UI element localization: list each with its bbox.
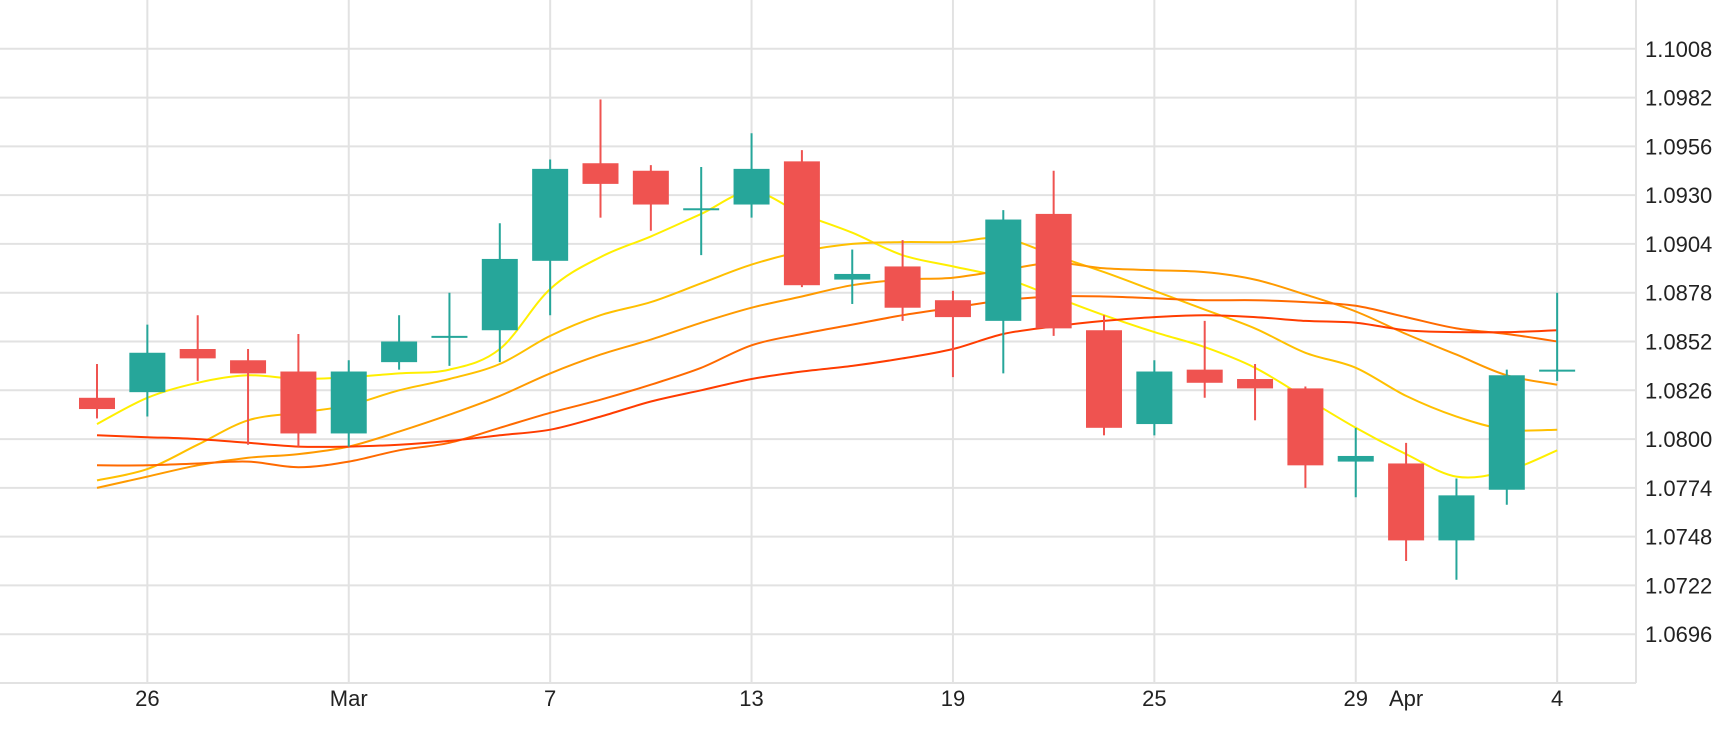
candle-up [733,168,770,205]
y-tick-label: 1.0696 [1645,622,1712,647]
candle-up [1136,371,1173,425]
y-tick-label: 1.0774 [1645,476,1712,501]
candle-up [532,168,569,261]
y-tick-label: 1.0852 [1645,330,1712,355]
candle-down [783,161,820,286]
candle-down [582,163,619,184]
ma-line-1 [96,190,1558,479]
candle-up [1488,375,1525,490]
candle-up [1438,495,1475,541]
y-tick-label: 1.0956 [1645,134,1712,159]
candle-down [1186,369,1223,383]
y-tick-label: 1.0878 [1645,281,1712,306]
y-tick-label: 1.0748 [1645,525,1712,550]
x-tick-label: 19 [941,686,965,711]
y-tick-label: 1.0800 [1645,427,1712,452]
candle-down [934,300,971,318]
candle-down [179,349,216,359]
moving-average-layer [96,190,1558,489]
candle-down [1237,379,1274,389]
y-tick-label: 1.1008 [1645,37,1712,62]
x-tick-label: 26 [135,686,159,711]
x-tick-label: Mar [330,686,368,711]
x-tick-label: Apr [1389,686,1423,711]
ma-line-2 [96,236,1558,482]
y-tick-label: 1.0826 [1645,378,1712,403]
x-tick-label: 29 [1344,686,1368,711]
grid-layer [0,0,1637,684]
y-tick-label: 1.0904 [1645,232,1712,257]
candle-layer [79,99,1576,580]
candle-up [683,208,720,211]
candle-up [481,258,518,331]
candle-up [1337,455,1374,462]
candle-up [985,219,1022,321]
candle-down [632,170,669,205]
candle-down [1035,213,1072,329]
y-tick-label: 1.0930 [1645,183,1712,208]
candle-up [129,352,166,393]
candle-up [1539,369,1576,372]
candle-down [79,397,115,410]
candle-down [1388,463,1425,541]
candle-up [330,371,367,434]
candle-up [431,335,468,338]
y-tick-label: 1.0722 [1645,573,1712,598]
ma-line-4 [96,295,1558,469]
candle-up [381,341,418,363]
candle-down [280,371,317,434]
x-tick-label: 25 [1142,686,1166,711]
ma-line-5 [96,314,1558,448]
x-tick-label: 7 [544,686,556,711]
x-tick-label: 13 [739,686,763,711]
candle-up [834,273,871,280]
axis-layer: 1.1008 1.0982 1.0956 1.0930 1.0904 1.0878 1.08… [135,37,1712,711]
candle-down [230,360,267,374]
x-tick-label: 4 [1551,686,1563,711]
candle-down [1287,388,1324,466]
y-tick-label: 1.0982 [1645,86,1712,111]
candle-down [884,266,921,308]
candle-down [1086,330,1122,428]
